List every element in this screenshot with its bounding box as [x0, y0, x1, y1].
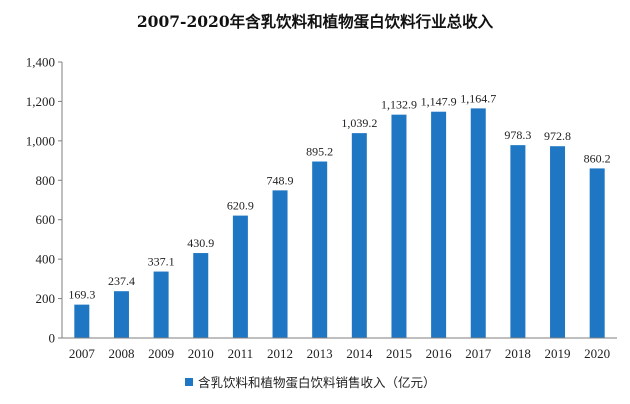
legend-swatch [185, 378, 193, 386]
legend-label: 含乳饮料和植物蛋白饮料销售收入（亿元） [198, 375, 436, 390]
x-tick-label-2019: 2019 [545, 346, 571, 361]
x-axis: 2007 2008 2009 2010 2011 2012 2013 2014 2015 2016… [62, 337, 617, 361]
bar-2007 [74, 304, 90, 338]
data-labels: 169.3 237.4 337.1 430.9 620.9 748.9 895.2 1,039… [68, 91, 610, 301]
x-tick-label-2020: 2020 [584, 346, 610, 361]
data-label-2012: 748.9 [267, 173, 294, 187]
data-label-2014: 1,039.2 [341, 116, 377, 130]
y-tick-label: 0 [49, 331, 56, 346]
data-label-2015: 1,132.9 [381, 98, 417, 112]
data-label-2009: 337.1 [148, 255, 175, 269]
chart-title: 2007-2020年含乳饮料和植物蛋白饮料行业总收入 [137, 12, 494, 31]
data-label-2019: 972.8 [544, 129, 571, 143]
x-tick-label-2012: 2012 [267, 346, 293, 361]
x-tick-label-2010: 2010 [188, 346, 214, 361]
bar-2012 [272, 190, 288, 338]
bar-2011 [232, 215, 248, 338]
bar-2017 [470, 108, 486, 338]
y-tick-label: 1,000 [26, 133, 55, 148]
bar-2010 [193, 253, 209, 338]
data-label-2007: 169.3 [68, 288, 95, 302]
y-tick-label: 800 [36, 173, 56, 188]
bar-2009 [153, 271, 169, 338]
x-tick-label-2014: 2014 [346, 346, 373, 361]
bar-2008 [113, 291, 129, 338]
data-label-2018: 978.3 [504, 128, 531, 142]
bar-2013 [312, 161, 328, 338]
data-label-2020: 860.2 [584, 151, 611, 165]
bar-2014 [351, 133, 367, 338]
x-tick-label-2008: 2008 [108, 346, 134, 361]
bar-2015 [391, 114, 407, 338]
data-label-2008: 237.4 [108, 274, 135, 288]
x-tick-label-2013: 2013 [307, 346, 333, 361]
x-tick-label-2018: 2018 [505, 346, 531, 361]
x-tick-label-2016: 2016 [426, 346, 453, 361]
x-tick-label-2017: 2017 [465, 346, 492, 361]
y-tick-label: 1,200 [26, 94, 55, 109]
data-label-2016: 1,147.9 [421, 95, 457, 109]
data-label-2017: 1,164.7 [460, 91, 496, 105]
y-tick-label: 1,400 [26, 55, 55, 70]
x-tick-label-2009: 2009 [148, 346, 174, 361]
data-label-2011: 620.9 [227, 199, 254, 213]
legend: 含乳饮料和植物蛋白饮料销售收入（亿元） [185, 375, 436, 390]
y-axis: 0 200 400 600 800 1,000 1,200 1,400 [26, 55, 63, 346]
bar-2016 [431, 111, 447, 339]
y-tick-label: 600 [36, 212, 56, 227]
data-label-2013: 895.2 [306, 145, 333, 159]
y-tick-label: 400 [36, 252, 56, 267]
bars [74, 108, 605, 339]
x-tick-label-2011: 2011 [228, 346, 254, 361]
bar-2019 [550, 146, 566, 338]
x-tick-label-2007: 2007 [69, 346, 96, 361]
bar-2020 [589, 168, 605, 338]
x-tick-label-2015: 2015 [386, 346, 412, 361]
y-tick-label: 200 [36, 291, 56, 306]
bar-2018 [510, 145, 526, 338]
data-label-2010: 430.9 [187, 236, 214, 250]
